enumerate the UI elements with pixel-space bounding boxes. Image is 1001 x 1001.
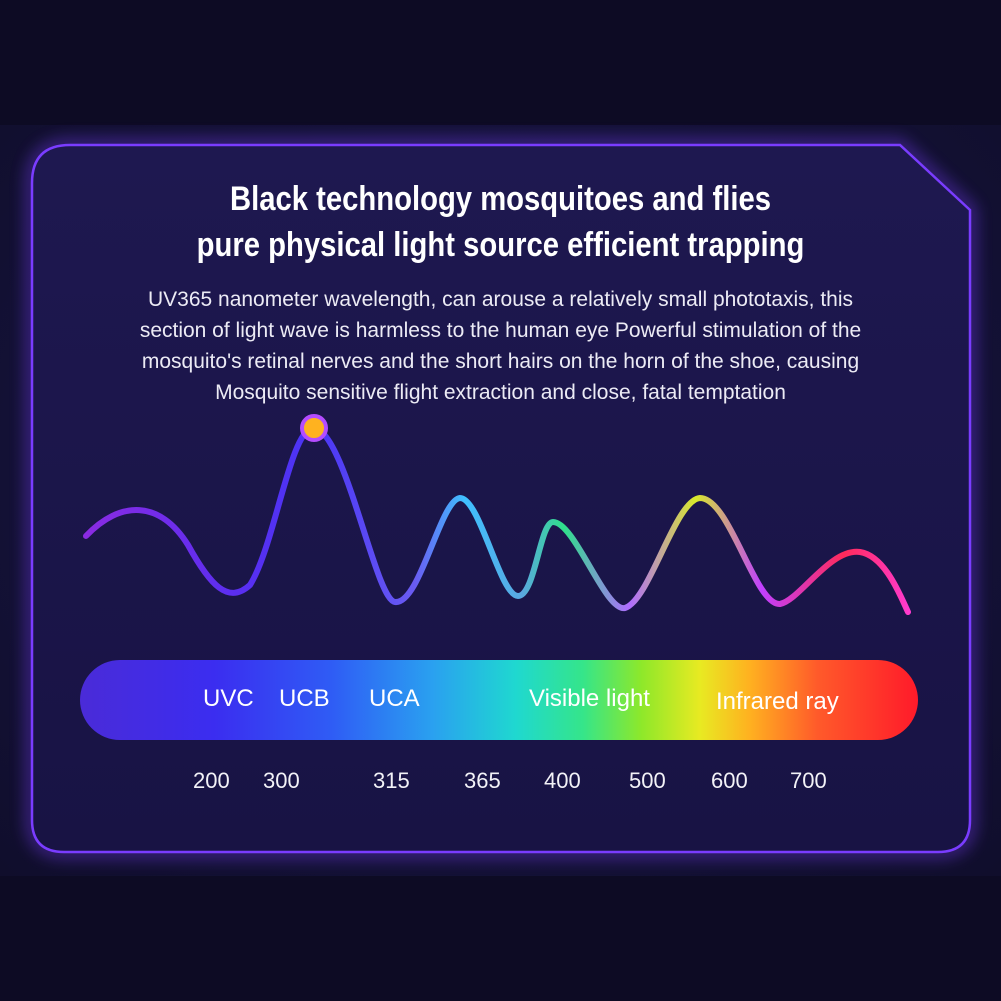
headline-line-1: Black technology mosquitoes and flies [229, 180, 772, 218]
spectrum-bar [80, 660, 918, 740]
spectrum-label-ucb: UCB [279, 685, 330, 712]
description-line-1: UV365 nanometer wavelength, can arouse a… [147, 288, 854, 311]
spectrum-label-infrared: Infrared ray [716, 688, 839, 715]
spectrum-label-uca: UCA [369, 685, 420, 712]
wavelength-tick-500: 500 [629, 768, 666, 793]
headline-line-2: pure physical light source efficient tra… [196, 226, 805, 264]
description-line-2: section of light wave is harmless to the… [139, 319, 862, 342]
wavelength-tick-365: 365 [464, 768, 501, 793]
wavelength-tick-200: 200 [193, 768, 230, 793]
wavelength-tick-315: 315 [373, 768, 410, 793]
top-dark-band [0, 0, 1001, 125]
uv365-peak-marker [300, 414, 328, 442]
wavelength-tick-700: 700 [790, 768, 827, 793]
spectrum-label-visible: Visible light [529, 685, 650, 712]
bottom-dark-band [0, 876, 1001, 1001]
wavelength-tick-600: 600 [711, 768, 748, 793]
light-wave-curve [83, 424, 911, 615]
wavelength-tick-300: 300 [263, 768, 300, 793]
wavelength-tick-400: 400 [544, 768, 581, 793]
spectrum-label-uvc: UVC [203, 685, 254, 712]
description-line-4: Mosquito sensitive flight extraction and… [215, 381, 786, 404]
description-line-3: mosquito's retinal nerves and the short … [141, 350, 860, 373]
